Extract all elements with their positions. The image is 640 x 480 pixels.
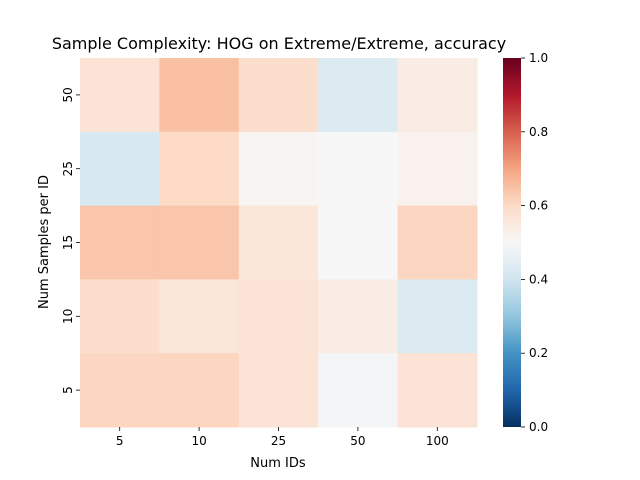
heatmap-cell (238, 131, 319, 207)
heatmap-cell (159, 58, 240, 133)
heatmap-cells (80, 58, 478, 428)
heatmap-cell (397, 58, 478, 133)
heatmap-cell (159, 131, 240, 207)
colorbar-tick-label: 0.8 (529, 125, 548, 139)
x-tick-label: 25 (271, 434, 286, 448)
heatmap-cell (80, 131, 160, 207)
heatmap-cell (397, 279, 478, 354)
heatmap-cell (318, 58, 399, 133)
heatmap-cell (80, 353, 160, 428)
x-axis-label: Num IDs (250, 456, 306, 471)
heatmap-cell (318, 279, 399, 354)
heatmap-cell (80, 58, 160, 133)
x-tick-label: 50 (350, 434, 365, 448)
colorbar-ticks: 0.0 0.2 0.4 0.6 0.8 1.0 (521, 51, 548, 434)
heatmap-cell (159, 205, 240, 280)
heatmap-cell (238, 205, 319, 280)
colorbar (503, 58, 521, 427)
heatmap-cell (238, 279, 319, 354)
y-tick-label: 15 (61, 235, 75, 250)
y-axis-label: Num Samples per ID (37, 175, 52, 309)
heatmap-cell (238, 353, 319, 428)
heatmap-cell (318, 205, 399, 280)
y-tick-label: 10 (61, 309, 75, 324)
colorbar-tick-label: 0.4 (529, 272, 548, 286)
y-tick-label: 5 (61, 386, 75, 394)
heatmap-cell (397, 131, 478, 207)
heatmap-cell (318, 131, 399, 207)
colorbar-tick-label: 0.0 (529, 420, 548, 434)
heatmap-cell (80, 205, 160, 280)
x-tick-label: 10 (191, 434, 206, 448)
y-tick-label: 50 (61, 87, 75, 102)
heatmap-cell (397, 205, 478, 280)
heatmap-cell (159, 279, 240, 354)
y-tick-label: 25 (61, 161, 75, 176)
heatmap-cell (159, 353, 240, 428)
x-tick-label: 100 (426, 434, 449, 448)
y-axis: 50 25 15 10 5 (61, 87, 80, 394)
x-tick-label: 5 (116, 434, 124, 448)
colorbar-tick-label: 1.0 (529, 51, 548, 65)
heatmap-cell (238, 58, 319, 133)
heatmap-cell (80, 279, 160, 354)
heatmap-cell (397, 353, 478, 428)
x-axis: 5 10 25 50 100 (116, 427, 449, 448)
colorbar-tick-label: 0.2 (529, 346, 548, 360)
heatmap-cell (318, 353, 399, 428)
colorbar-tick-label: 0.6 (529, 199, 548, 213)
chart-title: Sample Complexity: HOG on Extreme/Extrem… (52, 34, 506, 53)
